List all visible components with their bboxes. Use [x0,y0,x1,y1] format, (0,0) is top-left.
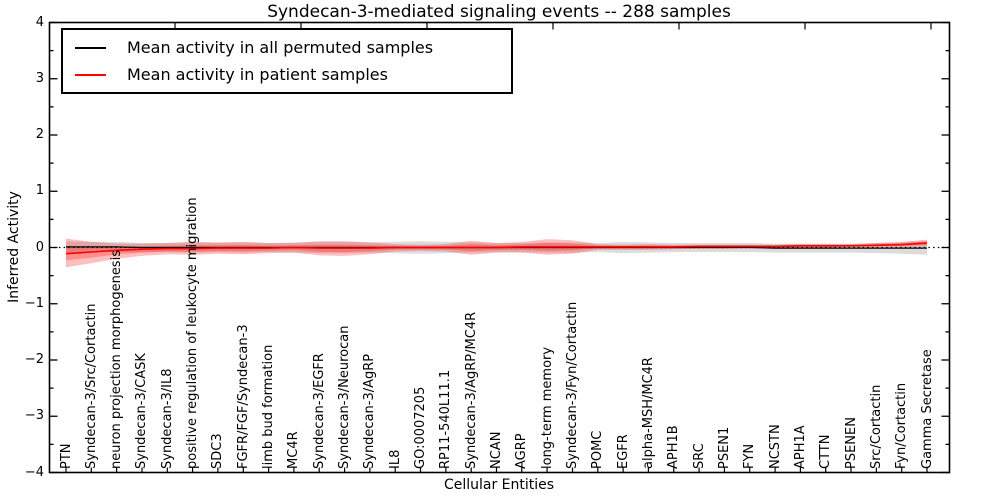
x-tick-label: MC4R [286,431,302,469]
x-tick-label: IL8 [387,449,403,469]
x-tick-label: Src/Cortactin [868,384,884,469]
x-tick-label: Fyn/Cortactin [894,382,910,469]
legend-line-patient-icon [75,73,106,76]
x-tick-label: EGFR [615,434,631,469]
x-tick-label: PTN [58,443,74,469]
y-tick-label: −1 [24,295,44,311]
x-tick-label: positive regulation of leukocyte migrati… [185,197,201,469]
x-tick-label: Syndecan-3/EGFR [311,353,327,469]
x-tick-label: NCSTN [767,424,783,469]
x-tick-label: FGFR/FGF/Syndecan-3 [235,324,251,469]
x-tick-label: APH1A [792,425,808,469]
x-tick-label: Syndecan-3/AgRP [362,353,378,469]
x-tick-label: SRC [691,443,707,469]
legend: Mean activity in all permuted samples Me… [61,28,513,94]
x-tick-label: PSENEN [843,417,859,469]
x-tick-label: FYN [742,443,758,469]
x-tick-label: Syndecan-3/Src/Cortactin [83,303,99,469]
x-tick-label: Syndecan-3/IL8 [159,368,175,469]
y-tick-label: 4 [35,14,44,30]
y-tick-label: 2 [35,127,44,142]
y-tick-label: 0 [35,239,44,255]
legend-row-permuted: Mean activity in all permuted samples [63,35,511,61]
y-tick-label: −2 [24,352,44,367]
x-tick-label: Gamma Secretase [919,349,935,469]
x-tick-label: limb bud formation [261,344,277,469]
chart-title: Syndecan-3-mediated signaling events -- … [267,2,731,22]
x-tick-label: Syndecan-3/Neurocan [337,325,353,469]
x-tick-label: GO:0007205 [413,386,429,469]
x-tick-label: PSEN1 [716,426,732,469]
y-tick-label: 3 [35,70,44,86]
legend-label-permuted: Mean activity in all permuted samples [127,38,434,57]
legend-line-permuted-icon [75,46,106,49]
x-tick-label: Syndecan-3/AgRP/MC4R [463,311,479,469]
x-tick-label: Syndecan-3/Fyn/Cortactin [564,301,580,469]
y-tick-label: −3 [24,408,44,424]
y-tick-label: −4 [24,464,44,480]
legend-label-patient: Mean activity in patient samples [127,65,388,84]
y-tick-label: 1 [35,183,44,199]
x-tick-label: alpha-MSH/MC4R [640,357,656,469]
x-tick-label: POMC [590,430,606,469]
x-tick-label: AGRP [514,433,530,469]
x-tick-label: CTTN [818,434,834,469]
x-tick-label: APH1B [666,425,682,469]
x-tick-label: SDC3 [210,433,226,469]
x-tick-label: NCAN [489,431,504,469]
x-tick-label: long-term memory [539,346,555,469]
x-tick-label: RP11-540L11.1 [438,369,454,469]
legend-row-patient: Mean activity in patient samples [63,62,511,88]
x-axis-label: Cellular Entities [443,477,555,493]
x-tick-label: neuron projection morphogenesis [109,250,125,469]
x-tick-label: Syndecan-3/CASK [134,353,150,469]
